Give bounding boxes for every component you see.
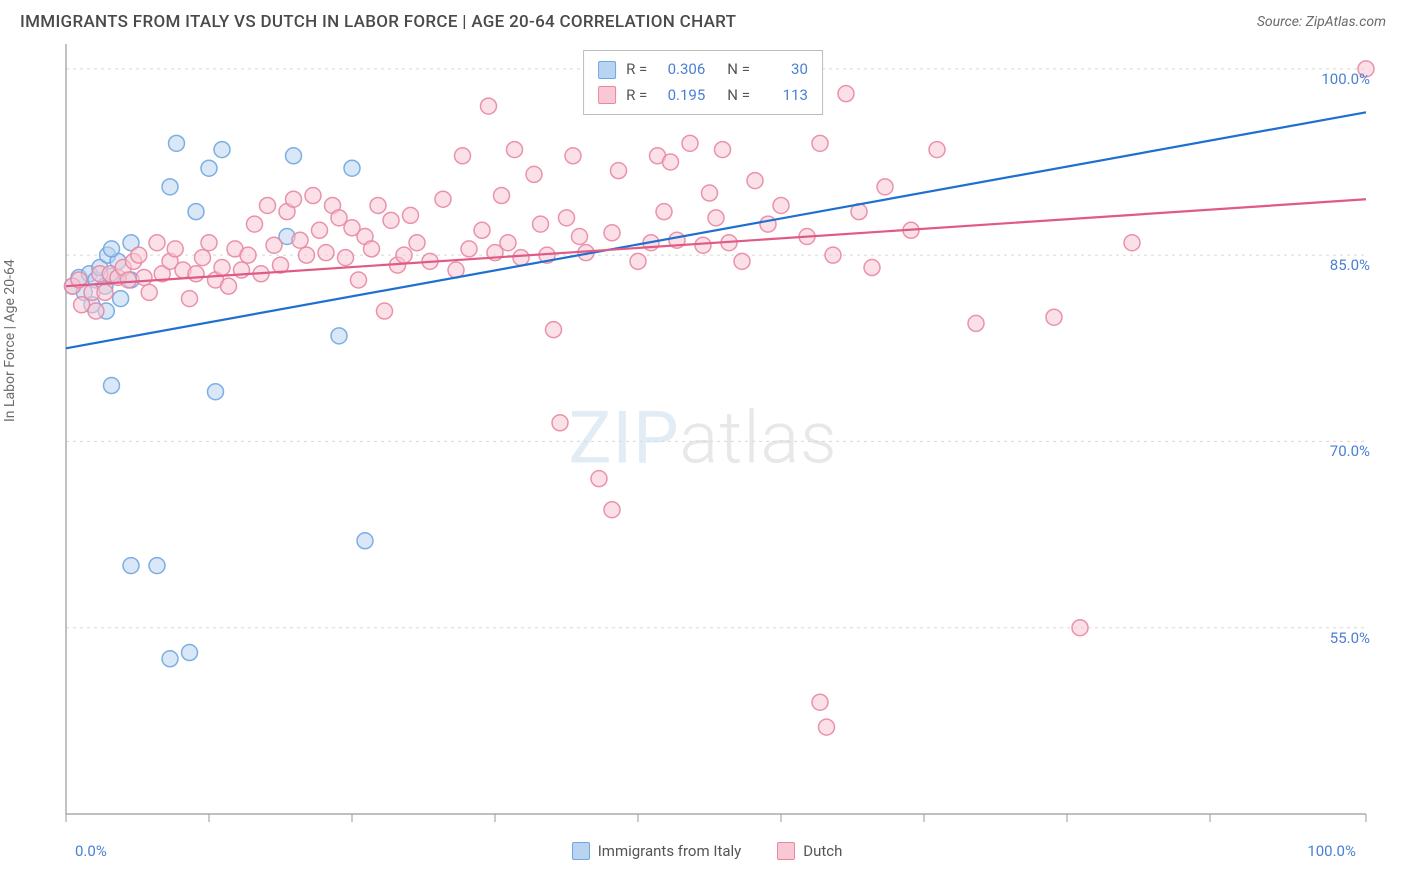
legend-swatch-dutch — [777, 842, 795, 860]
n-value-italy: 30 — [760, 57, 808, 83]
legend-label-italy: Immigrants from Italy — [598, 842, 742, 860]
series-legend: Immigrants from Italy Dutch — [572, 842, 843, 860]
legend-item-dutch: Dutch — [777, 842, 842, 860]
r-value-dutch: 0.195 — [657, 83, 705, 109]
legend-swatch-italy — [572, 842, 590, 860]
y-tick-label: 70.0% — [1330, 442, 1370, 460]
y-tick-label: 100.0% — [1321, 70, 1370, 88]
r-label: R = — [626, 57, 647, 83]
legend-swatch-italy — [598, 61, 616, 79]
r-value-italy: 0.306 — [657, 57, 705, 83]
y-tick-label: 55.0% — [1330, 629, 1370, 647]
legend-item-italy: Immigrants from Italy — [572, 842, 742, 860]
n-label: N = — [727, 57, 750, 83]
correlation-legend: R = 0.306 N = 30 R = 0.195 N = 113 — [583, 50, 823, 115]
r-label: R = — [626, 83, 647, 109]
chart-container: In Labor Force | Age 20-64 R = 0.306 N =… — [20, 44, 1386, 864]
scatter-chart — [20, 44, 1386, 834]
source-credit: Source: ZipAtlas.com — [1257, 14, 1386, 30]
n-value-dutch: 113 — [760, 83, 808, 109]
y-tick-label: 85.0% — [1330, 256, 1370, 274]
correlation-row-dutch: R = 0.195 N = 113 — [598, 83, 808, 109]
legend-swatch-dutch — [598, 86, 616, 104]
n-label: N = — [727, 83, 750, 109]
chart-footer: 0.0% Immigrants from Italy Dutch 100.0% — [20, 842, 1386, 860]
chart-title: IMMIGRANTS FROM ITALY VS DUTCH IN LABOR … — [20, 12, 736, 32]
header-bar: IMMIGRANTS FROM ITALY VS DUTCH IN LABOR … — [0, 0, 1406, 40]
correlation-row-italy: R = 0.306 N = 30 — [598, 57, 808, 83]
x-axis-max: 100.0% — [1307, 842, 1356, 860]
y-axis-label: In Labor Force | Age 20-64 — [2, 259, 18, 422]
x-axis-min: 0.0% — [75, 842, 107, 860]
legend-label-dutch: Dutch — [803, 842, 842, 860]
